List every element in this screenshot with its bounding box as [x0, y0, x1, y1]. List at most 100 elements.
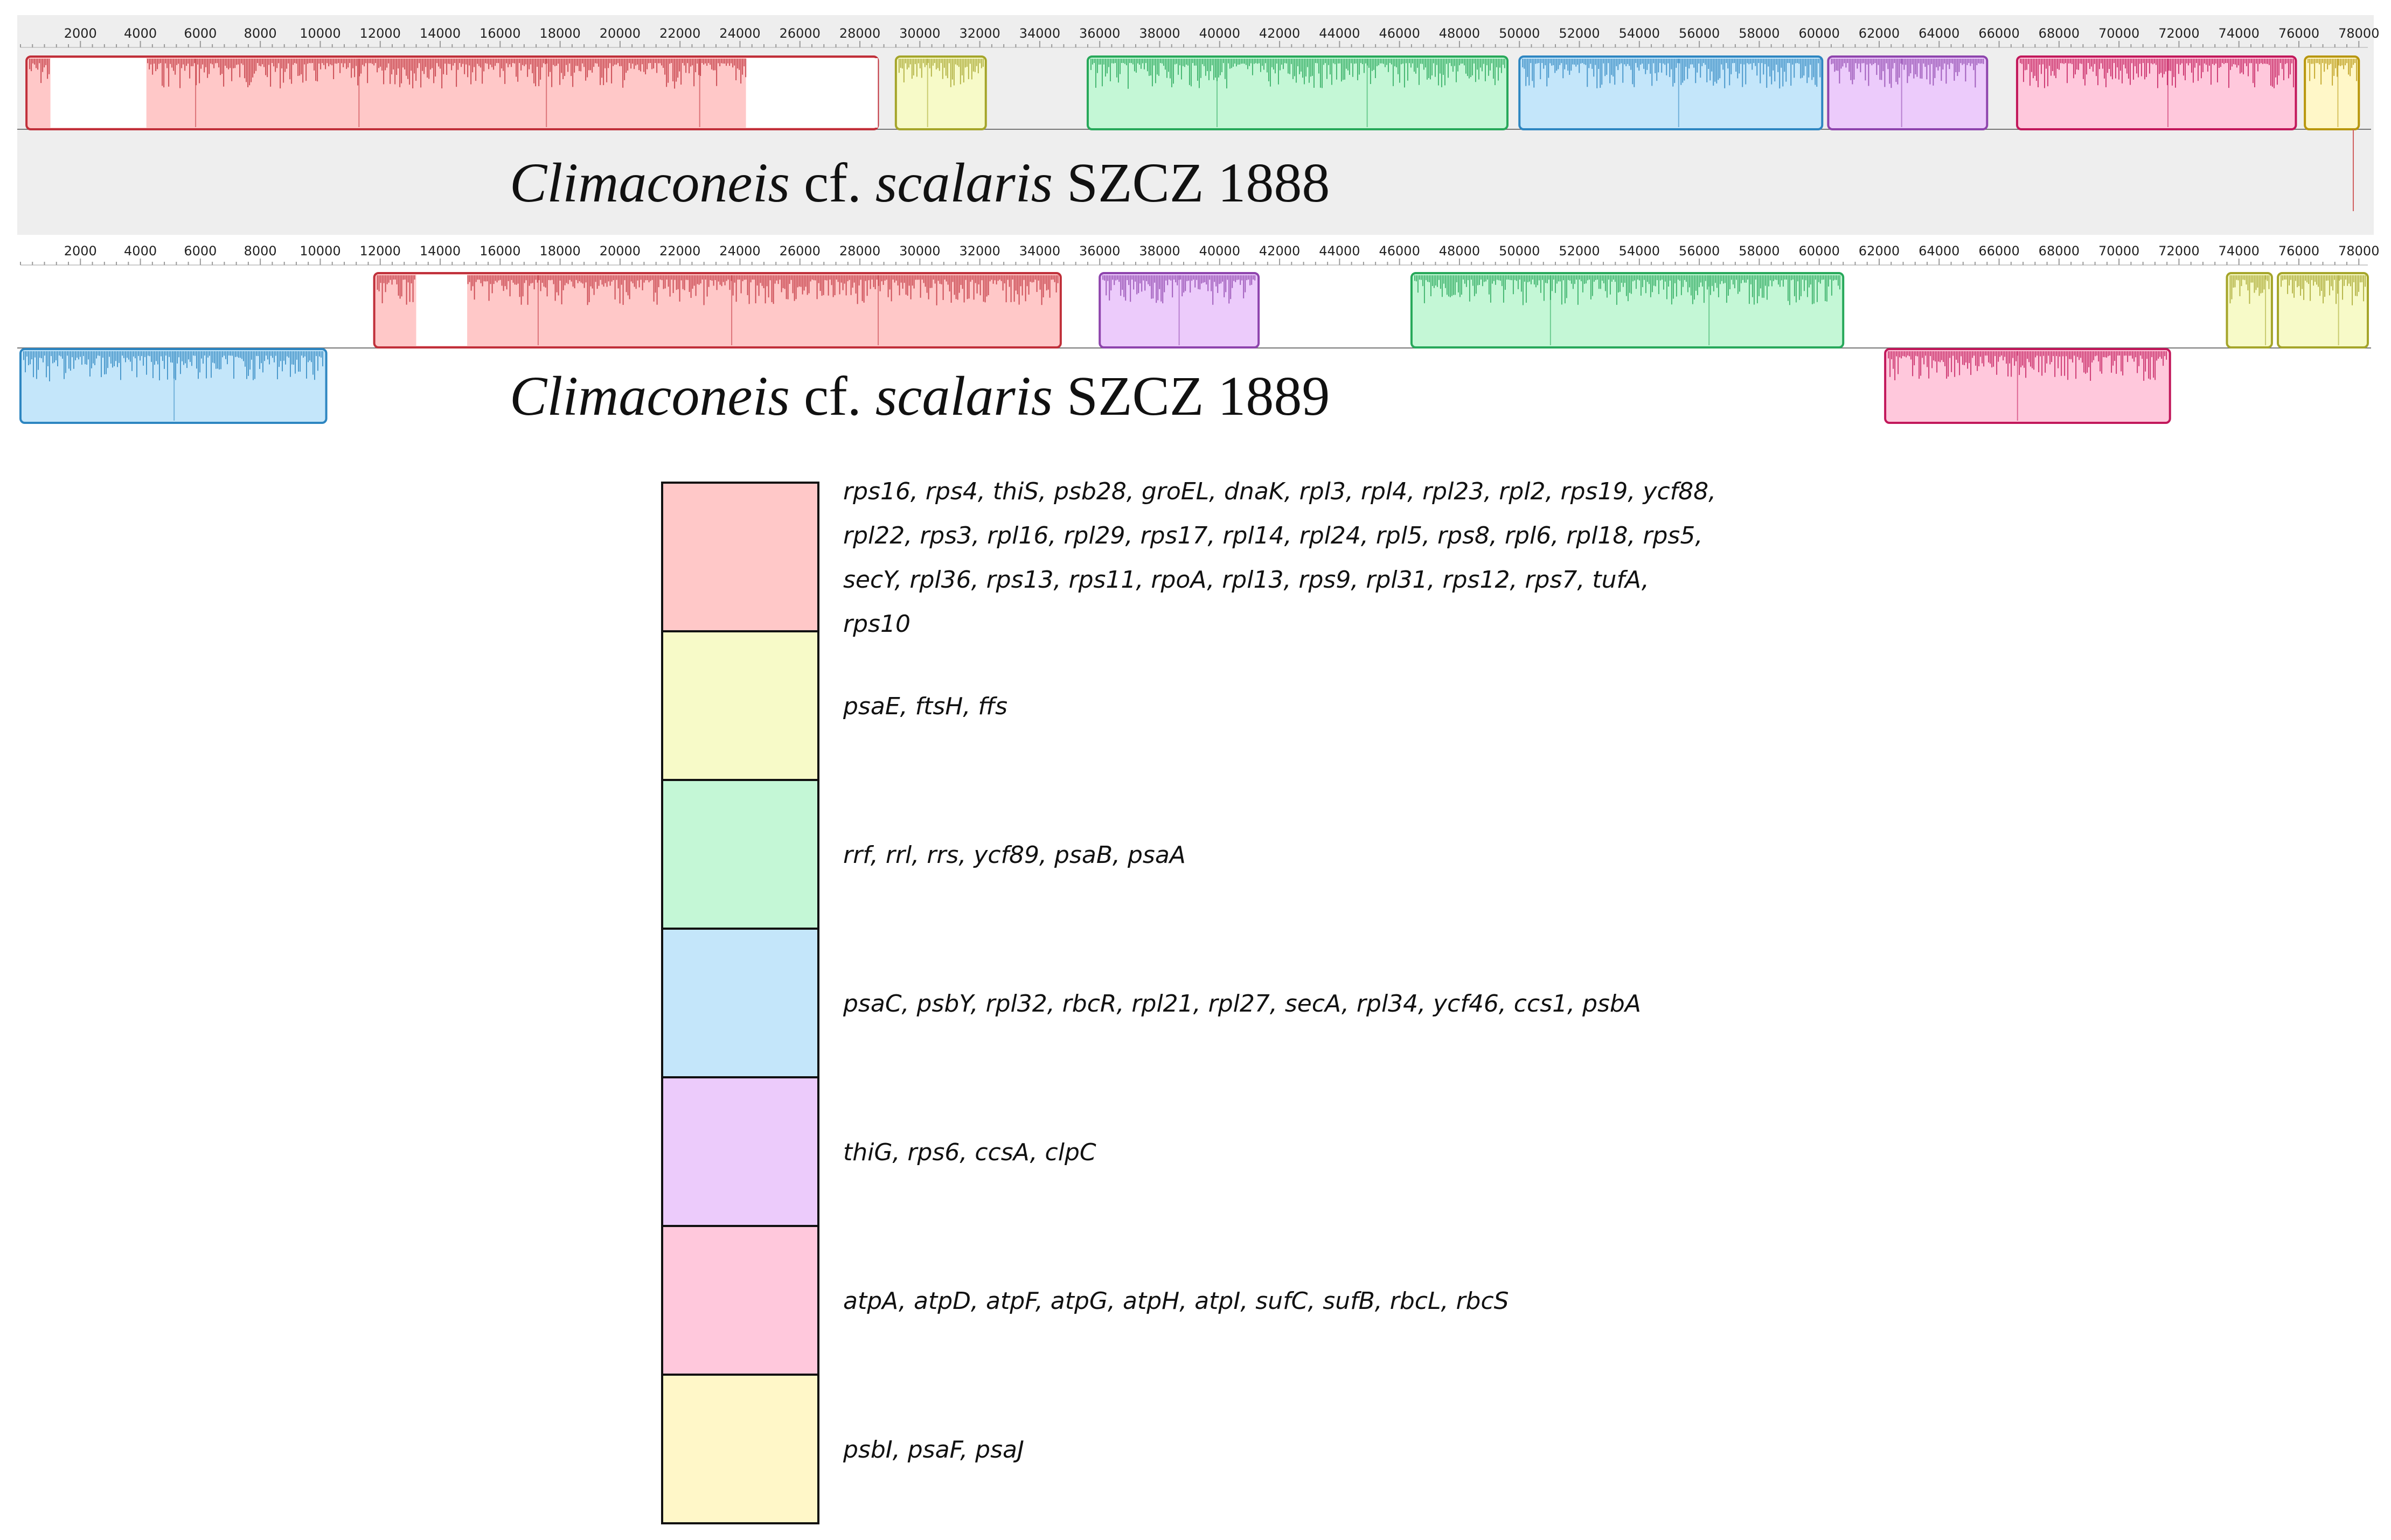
ruler-tick-label: 12000 — [360, 26, 401, 41]
ruler-tick-label: 58000 — [1739, 243, 1780, 259]
ruler-tick-label: 6000 — [184, 26, 217, 41]
legend-gene-list: rps16, rps4, thiS, psb28, groEL, dnaK, r… — [843, 478, 1716, 505]
ruler-tick-label: 12000 — [360, 243, 401, 259]
lcb-block-box — [1518, 55, 1824, 130]
legend-row: psaE, ftsH, ffs — [661, 630, 1007, 781]
lcb-block-pink[interactable] — [1884, 348, 2171, 424]
ruler-tick-label: 36000 — [1079, 26, 1120, 41]
ruler-tick-label: 24000 — [719, 243, 760, 259]
ruler-tick-label: 18000 — [539, 26, 580, 41]
ruler-tick-label: 46000 — [1379, 26, 1420, 41]
lcb-gap — [50, 58, 147, 128]
ruler-tick-label: 56000 — [1679, 26, 1720, 41]
ruler-tick-label: 16000 — [479, 243, 520, 259]
ruler-tick-label: 62000 — [1859, 26, 1900, 41]
genome-name: Climaconeis cf. scalaris SZCZ 1888 — [510, 152, 1330, 214]
genome-strain: SZCZ 1889 — [1053, 365, 1330, 427]
genome-genus: Climaconeis — [510, 152, 790, 214]
ruler-tick-label: 66000 — [1978, 26, 2019, 41]
ruler-tick-label: 76000 — [2278, 26, 2319, 41]
ruler-tick-label: 70000 — [2098, 243, 2139, 259]
ruler-tick-label: 16000 — [479, 26, 520, 41]
legend-swatch — [661, 1374, 819, 1524]
ruler-tick-label: 48000 — [1439, 26, 1480, 41]
genome-panel-1888: 2000 4000 6000 8000 10000 12000 14000 16000 1800… — [17, 15, 2379, 235]
legend-gene-list: rpl22, rps3, rpl16, rpl29, rps17, rpl14,… — [843, 522, 1702, 549]
ruler-tick-label: 36000 — [1079, 243, 1120, 259]
legend-swatch — [661, 630, 819, 781]
lcb-block-box — [1884, 348, 2171, 424]
legend-row: atpA, atpD, atpF, atpG, atpH, atpI, sufC… — [661, 1225, 1509, 1376]
lcb-block-purple[interactable] — [1827, 55, 1989, 130]
ruler-tick-label: 10000 — [300, 243, 340, 259]
lcb-block-pink[interactable] — [2015, 55, 2297, 130]
lcb-gap — [416, 275, 468, 346]
lcb-gap — [746, 58, 878, 128]
lcb-block-box — [1086, 55, 1509, 130]
genome-species: scalaris — [875, 365, 1053, 427]
lcb-block-yellow[interactable] — [2277, 272, 2369, 349]
lcb-block-red[interactable] — [25, 55, 879, 130]
lcb-block-box — [1410, 272, 1845, 349]
lcb-block-purple[interactable] — [1099, 272, 1260, 349]
lcb-block-yellow[interactable] — [894, 55, 987, 130]
ruler-tick-label: 40000 — [1199, 26, 1240, 41]
legend-swatch — [661, 928, 819, 1078]
ruler-tick-label: 56000 — [1679, 243, 1720, 259]
ruler-tick-label: 70000 — [2098, 26, 2139, 41]
ruler-tick-label: 50000 — [1499, 26, 1540, 41]
ruler-tick-label: 26000 — [780, 26, 821, 41]
ruler-tick-label: 40000 — [1199, 243, 1240, 259]
ruler-tick-label: 78000 — [2338, 26, 2379, 41]
ruler-tick-label: 20000 — [600, 243, 641, 259]
ruler-tick-label: 34000 — [1019, 243, 1060, 259]
lcb-block-yellow[interactable] — [2226, 272, 2273, 349]
ruler-tick-label: 72000 — [2158, 26, 2199, 41]
legend-gene-list: atpA, atpD, atpF, atpG, atpH, atpI, sufC… — [843, 1287, 1509, 1315]
legend-row: psaC, psbY, rpl32, rbcR, rpl21, rpl27, s… — [661, 928, 1641, 1078]
lcb-block-green[interactable] — [1410, 272, 1845, 349]
ruler-tick-label: 26000 — [780, 243, 821, 259]
ruler-tick-label: 2000 — [64, 26, 97, 41]
legend-gene-list: thiG, rps6, ccsA, clpC — [843, 1139, 1096, 1166]
lcb-block-blue[interactable] — [1518, 55, 1824, 130]
legend-gene-list: psaE, ftsH, ffs — [843, 693, 1007, 720]
ruler-tick-label: 52000 — [1559, 26, 1600, 41]
ruler-tick-label: 32000 — [959, 26, 1000, 41]
ruler-tick-label: 34000 — [1019, 26, 1060, 41]
lcb-block-box — [1827, 55, 1989, 130]
lcb-block-red[interactable] — [373, 272, 1062, 349]
ruler-tick-label: 14000 — [420, 26, 461, 41]
ruler-tick-label: 48000 — [1439, 243, 1480, 259]
legend-gene-list: psaC, psbY, rpl32, rbcR, rpl21, rpl27, s… — [843, 990, 1641, 1018]
lcb-block-blue[interactable] — [19, 348, 328, 424]
ruler-tick-label: 30000 — [899, 26, 940, 41]
lcb-block-cream[interactable] — [2304, 55, 2360, 130]
ruler-tick-label: 62000 — [1859, 243, 1900, 259]
genome-panel-1889: 2000 4000 6000 8000 10000 12000 14000 16000 1800… — [17, 243, 2379, 427]
ruler-tick-label: 52000 — [1559, 243, 1600, 259]
ruler-tick-label: 6000 — [184, 243, 217, 259]
ruler-tick-label: 28000 — [839, 26, 880, 41]
ruler-tick-label: 30000 — [899, 243, 940, 259]
legend-row: rps16, rps4, thiS, psb28, groEL, dnaK, r… — [661, 478, 1716, 638]
ruler-tick-label: 42000 — [1259, 243, 1300, 259]
legend-gene-list: secY, rpl36, rps13, rps11, rpoA, rpl13, … — [843, 566, 1649, 594]
legend-swatch — [661, 482, 819, 632]
ruler-tick-label: 2000 — [64, 243, 97, 259]
ruler-tick-label: 42000 — [1259, 26, 1300, 41]
ruler-tick-label: 72000 — [2158, 243, 2199, 259]
ruler-tick-label: 58000 — [1739, 26, 1780, 41]
ruler-tick-label: 32000 — [959, 243, 1000, 259]
ruler-tick-label: 4000 — [124, 243, 157, 259]
ruler-tick-label: 24000 — [719, 26, 760, 41]
legend-row: psbI, psaF, psaJ — [661, 1374, 1024, 1524]
ruler-tick-label: 28000 — [839, 243, 880, 259]
ruler-tick-label: 38000 — [1139, 243, 1180, 259]
ruler-tick-label: 64000 — [1919, 26, 1959, 41]
lcb-block-box — [2015, 55, 2297, 130]
lcb-block-green[interactable] — [1086, 55, 1509, 130]
gene-legend: rps16, rps4, thiS, psb28, groEL, dnaK, r… — [661, 478, 1716, 1524]
ruler-tick-label: 18000 — [539, 243, 580, 259]
ruler-tick-label: 54000 — [1619, 243, 1660, 259]
